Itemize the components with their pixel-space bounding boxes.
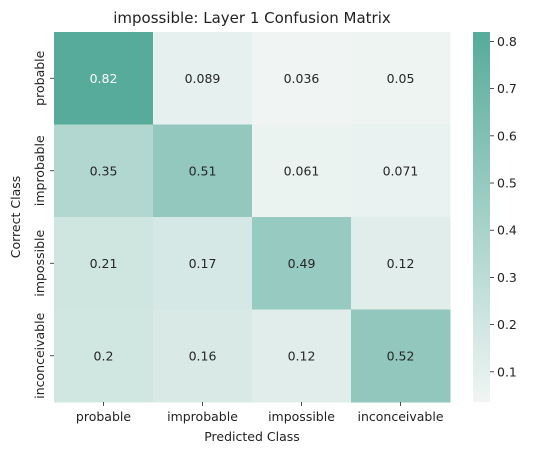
colorbar-gradient [473, 32, 490, 402]
heatmap-cell [351, 309, 451, 403]
colorbar-tick-label: 0.2 [497, 317, 517, 332]
colorbar: 0.1 0.2 0.3 0.4 0.5 0.6 0.7 0.8 [473, 32, 517, 402]
colorbar-tick-label: 0.3 [497, 270, 517, 285]
chart-title: impossible: Layer 1 Confusion Matrix [113, 9, 391, 27]
cell-value-label: 0.061 [284, 163, 320, 178]
heatmap-cell [351, 32, 451, 125]
cell-value-label: 0.51 [189, 163, 217, 178]
cell-value-label: 0.16 [189, 348, 217, 363]
cell-value-label: 0.12 [387, 256, 415, 271]
y-tick-label: probable [32, 50, 47, 105]
heatmap-cell [252, 309, 352, 403]
y-axis-label: Correct Class [8, 176, 23, 258]
x-tick-label: improbable [167, 409, 238, 424]
heatmap-cell [54, 217, 154, 310]
heatmap-cell [153, 124, 253, 218]
x-tick-label: probable [76, 409, 131, 424]
colorbar-tick-label: 0.7 [497, 81, 517, 96]
colorbar-tick-label: 0.4 [497, 223, 517, 238]
x-axis-label: Predicted Class [204, 429, 300, 444]
heatmap-cell [153, 309, 253, 403]
heatmap-cell [54, 124, 154, 218]
cell-value-label: 0.52 [387, 348, 415, 363]
cell-value-label: 0.82 [90, 71, 118, 86]
cell-value-label: 0.2 [94, 348, 114, 363]
cell-value-label: 0.17 [189, 256, 217, 271]
x-tick-labels: probable improbable impossible inconceivabl… [76, 402, 444, 424]
colorbar-tick-label: 0.1 [497, 364, 517, 379]
cell-value-label: 0.089 [185, 71, 221, 86]
cell-value-label: 0.35 [90, 163, 118, 178]
y-tick-label: impossible [32, 230, 47, 297]
heatmap-cell [153, 32, 253, 125]
cell-value-label: 0.071 [383, 163, 419, 178]
heatmap-cell [54, 32, 154, 125]
x-tick-label: inconceivable [357, 409, 443, 424]
cell-value-label: 0.12 [288, 348, 316, 363]
y-tick-label: inconceivable [32, 312, 47, 398]
colorbar-tick-label: 0.6 [497, 128, 517, 143]
heatmap-cell [153, 217, 253, 310]
heatmap-cell [351, 124, 451, 218]
heatmap-cell [351, 217, 451, 310]
heatmap-cell [252, 124, 352, 218]
heatmap-cell [252, 217, 352, 310]
cell-value-label: 0.036 [284, 71, 320, 86]
y-tick-label: improbable [32, 135, 47, 206]
cell-value-label: 0.49 [288, 256, 316, 271]
colorbar-tick-label: 0.5 [497, 176, 517, 191]
cell-value-label: 0.05 [387, 71, 415, 86]
x-tick-label: impossible [268, 409, 335, 424]
heatmap-cell [252, 32, 352, 125]
heatmap-cell [54, 309, 154, 403]
colorbar-tick-label: 0.8 [497, 34, 517, 49]
heatmap-cells: 0.82 0.089 0.036 0.05 0.35 0.51 0.061 0.071 0.21… [54, 32, 451, 403]
y-tick-labels: probable improbable impossible inconceivabl… [32, 50, 54, 399]
cell-value-label: 0.21 [90, 256, 118, 271]
